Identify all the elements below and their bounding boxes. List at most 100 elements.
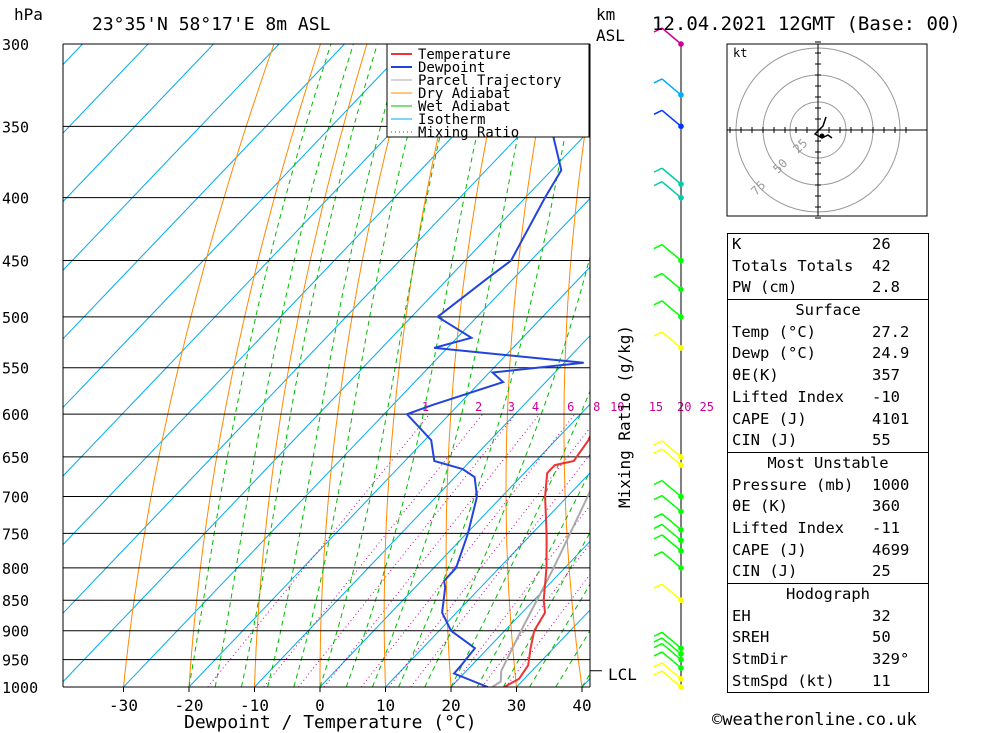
- wind-barb: [661, 523, 682, 542]
- surface-label: Dewp (°C): [732, 344, 816, 363]
- index-row: PW (cm) 2.8: [728, 277, 928, 299]
- surface-value: 24.9: [872, 344, 910, 363]
- wind-level-dot: [678, 645, 684, 652]
- most-unstable-row: Lifted Index -11: [728, 518, 928, 540]
- legend-entry: Dewpoint: [418, 60, 485, 76]
- dry-adiabat-line: [924, 44, 1000, 687]
- pressure-label: 350: [2, 118, 29, 136]
- mixing-ratio-label: 8: [593, 400, 600, 414]
- location-label: 23°35'N 58°17'E 8m ASL: [92, 14, 331, 35]
- hpa-label: hPa: [14, 5, 43, 24]
- surface-row: Temp (°C) 27.2: [728, 322, 928, 344]
- dry-adiabat-line: [971, 44, 1000, 687]
- wind-barb: [661, 583, 682, 601]
- surface-label: CIN (J): [732, 431, 798, 450]
- index-label: K: [732, 235, 742, 253]
- wet-adiabat-line: [240, 44, 378, 687]
- hodograph-param-label: StmSpd (kt): [732, 671, 835, 690]
- wind-barb-flag: [653, 494, 663, 501]
- index-value: 26: [872, 235, 891, 253]
- wind-level-dot: [678, 684, 684, 690]
- wind-barb-flag: [653, 662, 663, 668]
- mixing-ratio-line: [298, 413, 516, 687]
- pressure-label: 700: [2, 489, 29, 507]
- wet-adiabat-line: [529, 583, 590, 687]
- pressure-label: 550: [2, 360, 29, 378]
- hodograph-table-title: Hodograph: [786, 585, 870, 603]
- wind-barb: [661, 494, 682, 513]
- wind-level-dot: [678, 194, 684, 201]
- wind-barb: [661, 448, 682, 466]
- isotherm-line: [123, 197, 590, 687]
- wind-level-dot: [678, 257, 684, 264]
- wind-level-dot: [678, 462, 684, 468]
- mixing-ratio-label: 20: [677, 400, 691, 414]
- wind-barb-flag: [653, 670, 663, 676]
- most-unstable-label: CAPE (J): [732, 540, 807, 559]
- wind-level-dot: [678, 651, 684, 657]
- wind-level-dot: [678, 537, 684, 544]
- wind-barb: [661, 78, 682, 96]
- sounding-curves: [405, 44, 590, 687]
- wind-barb: [661, 670, 682, 688]
- wind-level-dot: [678, 314, 684, 320]
- dewpoint-profile: [405, 44, 584, 687]
- x-tick-label: -30: [109, 696, 138, 715]
- isotherm-line: [450, 540, 590, 687]
- wind-barb-flag: [653, 243, 663, 250]
- wind-barb: [661, 167, 682, 185]
- wind-barb-flag: [653, 583, 663, 589]
- x-tick-label: -10: [240, 696, 269, 715]
- most-unstable-label: θE (K): [732, 497, 788, 516]
- hodograph-param-value: 11: [872, 671, 891, 690]
- pressure-label: 900: [2, 623, 29, 641]
- isotherm-line: [63, 44, 280, 271]
- wind-level-dot: [678, 548, 684, 554]
- axes: -30 -20 -10 0 10 20 30 40: [62, 44, 602, 715]
- x-tick-label: 40: [572, 696, 591, 715]
- wind-level-dot: [678, 286, 684, 293]
- hodograph-param-label: SREH: [732, 628, 770, 647]
- wind-level-dot: [678, 508, 684, 515]
- legend-entry: Isotherm: [418, 112, 485, 128]
- wet-adiabat-line: [267, 44, 404, 687]
- wind-barb: [661, 27, 682, 45]
- wind-level-dot: [678, 181, 684, 187]
- surface-value: 4101: [872, 409, 910, 428]
- hodograph-param-row: SREH 50: [728, 627, 928, 649]
- wind-barb: [661, 181, 682, 199]
- surface-value: 55: [872, 431, 891, 450]
- most-unstable-value: 360: [872, 497, 900, 516]
- isotherm-line: [63, 44, 411, 409]
- most-unstable-value: 25: [872, 562, 891, 581]
- surface-label: Temp (°C): [732, 322, 816, 341]
- pressure-label: 650: [2, 449, 29, 467]
- copyright: ©weatheronline.co.uk: [712, 710, 917, 730]
- wind-barb: [661, 631, 682, 649]
- mixing-ratio-label: 6: [567, 400, 574, 414]
- legend-box: [386, 43, 590, 138]
- surface-value: 27.2: [872, 322, 910, 341]
- x-tick-label: 10: [376, 696, 395, 715]
- most-unstable-title: Most Unstable: [767, 453, 889, 472]
- surface-row: Dewp (°C) 24.9: [728, 343, 928, 365]
- mixing-ratio-label: 1: [422, 400, 429, 414]
- wind-barb-flag: [653, 78, 663, 84]
- wind-barb: [661, 662, 682, 680]
- mixing-ratio-line: [388, 427, 590, 687]
- wind-level-dot: [678, 676, 684, 682]
- pressure-label: 500: [2, 309, 29, 327]
- wind-barb: [661, 651, 682, 669]
- wind-barb: [661, 637, 682, 655]
- hodograph-param-label: EH: [732, 606, 751, 625]
- hodograph-param-value: 50: [872, 628, 891, 647]
- most-unstable-value: 1000: [872, 475, 910, 494]
- surface-value: -10: [872, 387, 900, 406]
- pressure-label: 600: [2, 406, 29, 424]
- parcel-trajectory: [491, 488, 590, 687]
- surface-row: CIN (J) 55: [728, 430, 928, 452]
- wind-barb-flag: [653, 523, 663, 530]
- x-tick-label: 30: [507, 696, 526, 715]
- legend-entry: Dry Adiabat: [418, 86, 511, 102]
